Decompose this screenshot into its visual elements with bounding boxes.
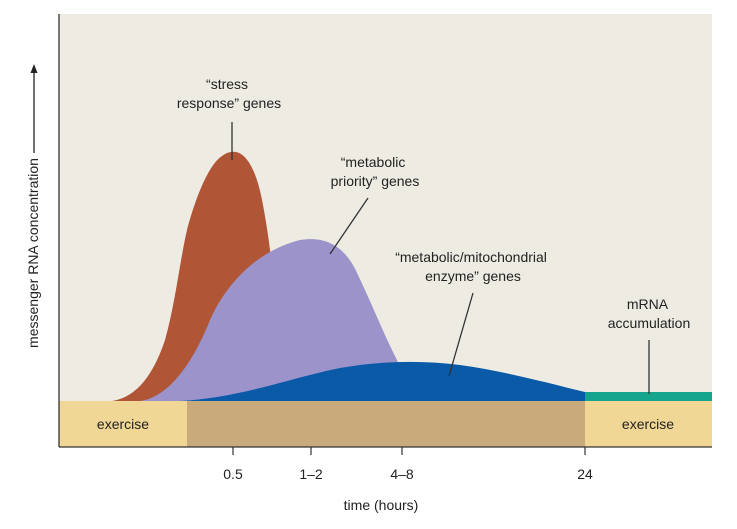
stress-response-label-line2: response” genes [177,95,281,111]
x-tick-label: 1–2 [299,466,323,482]
enzyme-genes-label-line1: “metabolic/mitochondrial [395,249,547,265]
stress-response-label-line1: “stress [206,76,248,92]
phase-label-exercise-start: exercise [97,416,149,432]
enzyme-genes-label-line2: enzyme” genes [425,268,521,284]
y-axis-arrow-head [30,64,38,73]
enzyme-genes-area [180,361,590,401]
x-ticks: 0.5 1–2 4–8 24 [223,447,593,482]
enzyme-genes-leader [448,292,474,377]
x-tick-label: 24 [577,466,593,482]
stress-response-label: “stress response” genes [177,76,281,111]
x-axis-label: time (hours) [344,497,419,513]
phase-exercise-end [585,401,712,447]
mrna-accumulation-bar [585,392,712,401]
mrna-accumulation-label-line1: mRNA [627,296,669,312]
y-axis-label: messenger RNA concentration [25,158,41,348]
y-axis-arrow [30,64,38,153]
phase-exercise-start [59,401,187,447]
metabolic-priority-label-line1: “metabolic [341,154,406,170]
enzyme-genes-label: “metabolic/mitochondrial enzyme” genes [395,249,551,284]
metabolic-priority-label-line2: priority” genes [331,173,420,189]
metabolic-priority-leader [329,197,369,255]
phase-recovery [187,401,585,447]
x-tick-label: 4–8 [390,466,414,482]
metabolic-priority-area [140,239,430,401]
time-band: exercise exercise [59,401,712,447]
metabolic-priority-label: “metabolic priority” genes [331,154,420,189]
phase-label-exercise-end: exercise [622,416,674,432]
x-tick-label: 0.5 [223,466,243,482]
mrna-accumulation-label-line2: accumulation [608,315,691,331]
mrna-accumulation-label: mRNA accumulation [608,296,691,331]
